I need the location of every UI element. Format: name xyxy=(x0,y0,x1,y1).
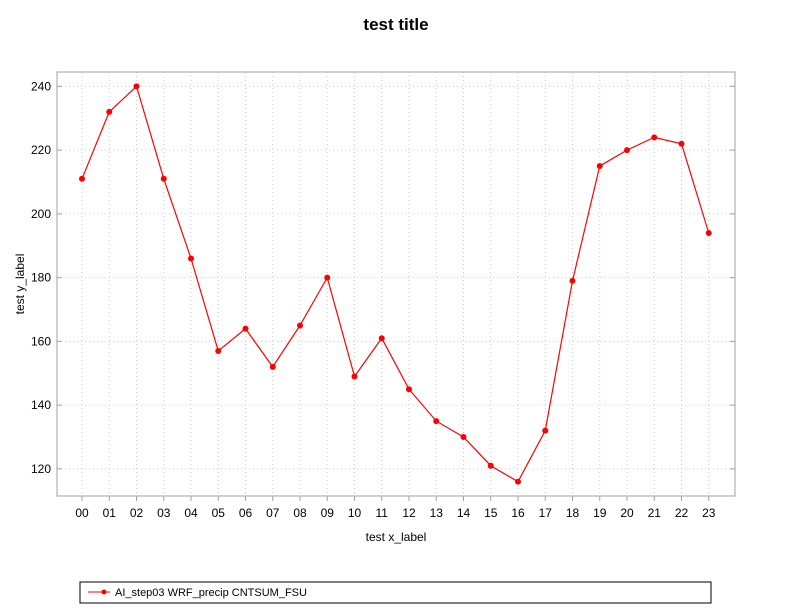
y-axis-label: test y_label xyxy=(13,254,27,315)
x-axis-ticks: 00 01 02 03 04 05 06 07 08 09 10 11 12 13 14 15 16 17 18 19… xyxy=(75,496,716,520)
data-point xyxy=(596,163,603,170)
x-tick-label: 10 xyxy=(348,506,362,520)
x-tick-label: 18 xyxy=(566,506,580,520)
data-point xyxy=(569,277,576,284)
data-point xyxy=(487,462,494,469)
y-tick-label: 220 xyxy=(31,143,51,157)
grid xyxy=(57,72,735,496)
x-tick-label: 13 xyxy=(430,506,444,520)
data-point xyxy=(188,255,194,262)
series-line xyxy=(81,85,710,483)
x-tick-label: 08 xyxy=(293,506,307,520)
y-tick-label: 200 xyxy=(31,207,51,221)
data-point xyxy=(678,140,685,147)
x-tick-label: 02 xyxy=(130,506,144,520)
x-tick-label: 09 xyxy=(321,506,335,520)
data-point xyxy=(160,175,167,182)
y-tick-label: 120 xyxy=(31,462,51,476)
y-tick-label: 160 xyxy=(31,334,51,348)
y-axis-ticks: 120 140 160 180 200 220 240 xyxy=(31,79,735,476)
x-tick-label: 22 xyxy=(675,506,689,520)
y-tick-label: 180 xyxy=(31,271,51,285)
x-axis-label: test x_label xyxy=(366,530,427,544)
x-tick-label: 21 xyxy=(648,506,662,520)
x-tick-label: 11 xyxy=(376,506,389,520)
x-tick-label: 16 xyxy=(511,506,525,520)
data-point xyxy=(433,418,440,425)
legend-entry-label: AI_step03 WRF_precip CNTSUM_FSU xyxy=(115,587,307,599)
x-tick-label: 03 xyxy=(157,506,171,520)
data-point xyxy=(269,363,276,370)
data-point xyxy=(351,373,358,380)
legend-box xyxy=(79,581,712,604)
data-point xyxy=(297,322,303,329)
x-tick-label: 01 xyxy=(103,506,117,520)
data-point xyxy=(378,335,385,342)
x-tick-label: 15 xyxy=(484,506,498,520)
legend: AI_step03 WRF_precip CNTSUM_FSU xyxy=(79,581,712,604)
data-point xyxy=(324,274,331,281)
data-point xyxy=(542,427,549,434)
x-tick-label: 14 xyxy=(457,506,471,520)
data-point xyxy=(705,229,712,236)
data-point xyxy=(242,325,249,332)
data-point xyxy=(460,434,467,441)
x-tick-label: 12 xyxy=(402,506,416,520)
x-tick-label: 23 xyxy=(702,506,716,520)
data-point xyxy=(215,347,222,354)
x-tick-label: 00 xyxy=(75,506,89,520)
x-tick-label: 19 xyxy=(593,506,607,520)
data-point xyxy=(651,134,658,141)
x-tick-label: 20 xyxy=(620,506,634,520)
data-point xyxy=(79,175,85,182)
data-point xyxy=(624,147,630,154)
legend-marker-swatch xyxy=(101,589,107,595)
x-tick-label: 05 xyxy=(212,506,226,520)
series-layer xyxy=(79,83,712,485)
x-tick-label: 17 xyxy=(539,506,553,520)
x-tick-label: 06 xyxy=(239,506,253,520)
x-tick-label: 04 xyxy=(184,506,198,520)
data-point xyxy=(106,108,113,115)
data-point xyxy=(406,386,412,393)
y-tick-label: 240 xyxy=(31,79,51,93)
data-point xyxy=(515,478,521,485)
chart-title: test title xyxy=(363,15,428,34)
y-tick-label: 140 xyxy=(31,398,51,412)
plot-area xyxy=(56,71,736,497)
data-point xyxy=(133,83,140,90)
x-tick-label: 07 xyxy=(266,506,280,520)
